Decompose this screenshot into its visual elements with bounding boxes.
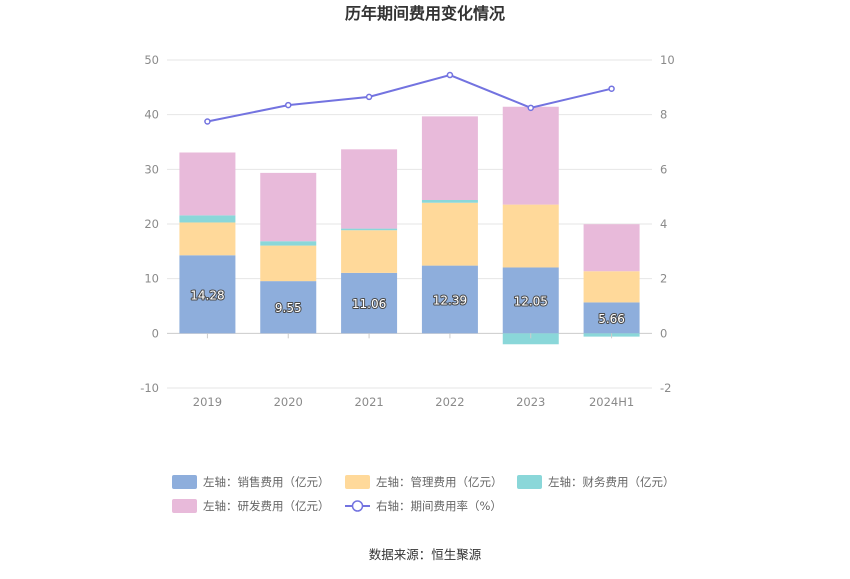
bar-segment — [502, 106, 559, 205]
left-axis-tick-label: 0 — [152, 326, 159, 340]
legend-line-marker — [351, 500, 364, 512]
legend-label: 左轴：销售费用（亿元） — [203, 475, 330, 489]
bar-segment — [583, 224, 640, 272]
bar-segment — [179, 215, 236, 223]
right-axis-tick-label: 6 — [660, 162, 667, 176]
bar-segment — [421, 202, 478, 266]
bar-segment — [502, 204, 559, 268]
legend-swatch — [172, 475, 197, 489]
bar-data-label: 12.39 — [433, 293, 467, 307]
bar-segment — [341, 272, 398, 334]
left-axis-tick-label: 10 — [144, 272, 159, 286]
bar-segment — [179, 152, 236, 216]
legend-swatch — [517, 475, 542, 489]
right-axis-tick-label: 10 — [660, 53, 675, 67]
bar-segment — [341, 228, 398, 231]
left-axis-tick-label: 50 — [144, 53, 159, 67]
x-axis-tick-label: 2022 — [435, 395, 464, 409]
left-axis-tick-label: 20 — [144, 217, 159, 231]
right-axis-tick-label: 0 — [660, 326, 667, 340]
left-axis-tick-label: -10 — [140, 381, 159, 395]
bar-labels: 14.28 9.55 11.06 12.39 12.05 5.66 — [189, 287, 626, 327]
legend-swatch — [172, 499, 197, 513]
line-point — [608, 85, 615, 92]
left-axis-tick-label: 30 — [144, 162, 159, 176]
legend-label: 左轴：研发费用（亿元） — [203, 499, 330, 513]
bar-segment — [179, 222, 236, 256]
bar-data-label: 12.05 — [514, 294, 548, 308]
bar-segment — [583, 271, 640, 303]
grid-lines — [167, 59, 652, 389]
x-axis-tick-label: 2020 — [274, 395, 303, 409]
legend-swatch — [345, 475, 370, 489]
right-axis-tick-label: 8 — [660, 108, 667, 122]
bar-segment — [179, 255, 236, 334]
line-point — [365, 93, 373, 101]
right-axis-tick-label: 2 — [660, 272, 667, 286]
legend-label: 左轴：财务费用（亿元） — [548, 475, 675, 489]
bar-data-label: 11.06 — [352, 297, 386, 311]
axes: -10 0 10 20 30 40 50 -2 0 2 4 6 8 10 2019 2020 2021 2022 2… — [140, 53, 674, 409]
x-axis-tick-label: 2019 — [193, 395, 222, 409]
bar-segment — [421, 116, 478, 201]
right-axis-tick-label: 4 — [660, 217, 667, 231]
bar-segment — [421, 200, 478, 203]
x-axis-tick-label: 2023 — [516, 395, 545, 409]
legend-label: 左轴：管理费用（亿元） — [376, 475, 503, 489]
bar-series — [179, 106, 640, 345]
chart-title: 历年期间费用变化情况 — [345, 4, 505, 23]
bar-segment — [421, 265, 478, 334]
bar-segment — [260, 281, 317, 334]
bar-data-label: 14.28 — [190, 288, 224, 302]
bar-segment — [260, 172, 317, 242]
bar-segment — [583, 302, 640, 334]
source-note: 数据来源：恒生聚源 — [369, 547, 482, 562]
bar-data-label: 9.55 — [275, 301, 302, 315]
bar-data-label: 5.66 — [598, 312, 625, 326]
line-point — [527, 104, 534, 112]
x-axis-tick-label: 2021 — [354, 395, 383, 409]
bar-segment — [260, 241, 317, 246]
x-axis-tick-label: 2024H1 — [589, 395, 634, 409]
legend: 左轴：销售费用（亿元） 左轴：管理费用（亿元） 左轴：财务费用（亿元） 左轴：研发费用… — [172, 475, 675, 513]
bar-segment — [341, 230, 398, 273]
line-point — [204, 118, 211, 125]
legend-label: 右轴：期间费用率（%） — [376, 499, 502, 513]
bar-segment — [260, 245, 317, 282]
line-point — [446, 71, 454, 79]
right-axis-tick-label: -2 — [660, 381, 671, 395]
line-series — [204, 71, 615, 125]
line-path — [207, 73, 612, 123]
left-axis-tick-label: 40 — [144, 108, 159, 122]
bar-segment — [502, 267, 559, 334]
bar-segment — [502, 333, 559, 345]
bar-segment — [341, 149, 398, 229]
line-point — [285, 101, 292, 109]
